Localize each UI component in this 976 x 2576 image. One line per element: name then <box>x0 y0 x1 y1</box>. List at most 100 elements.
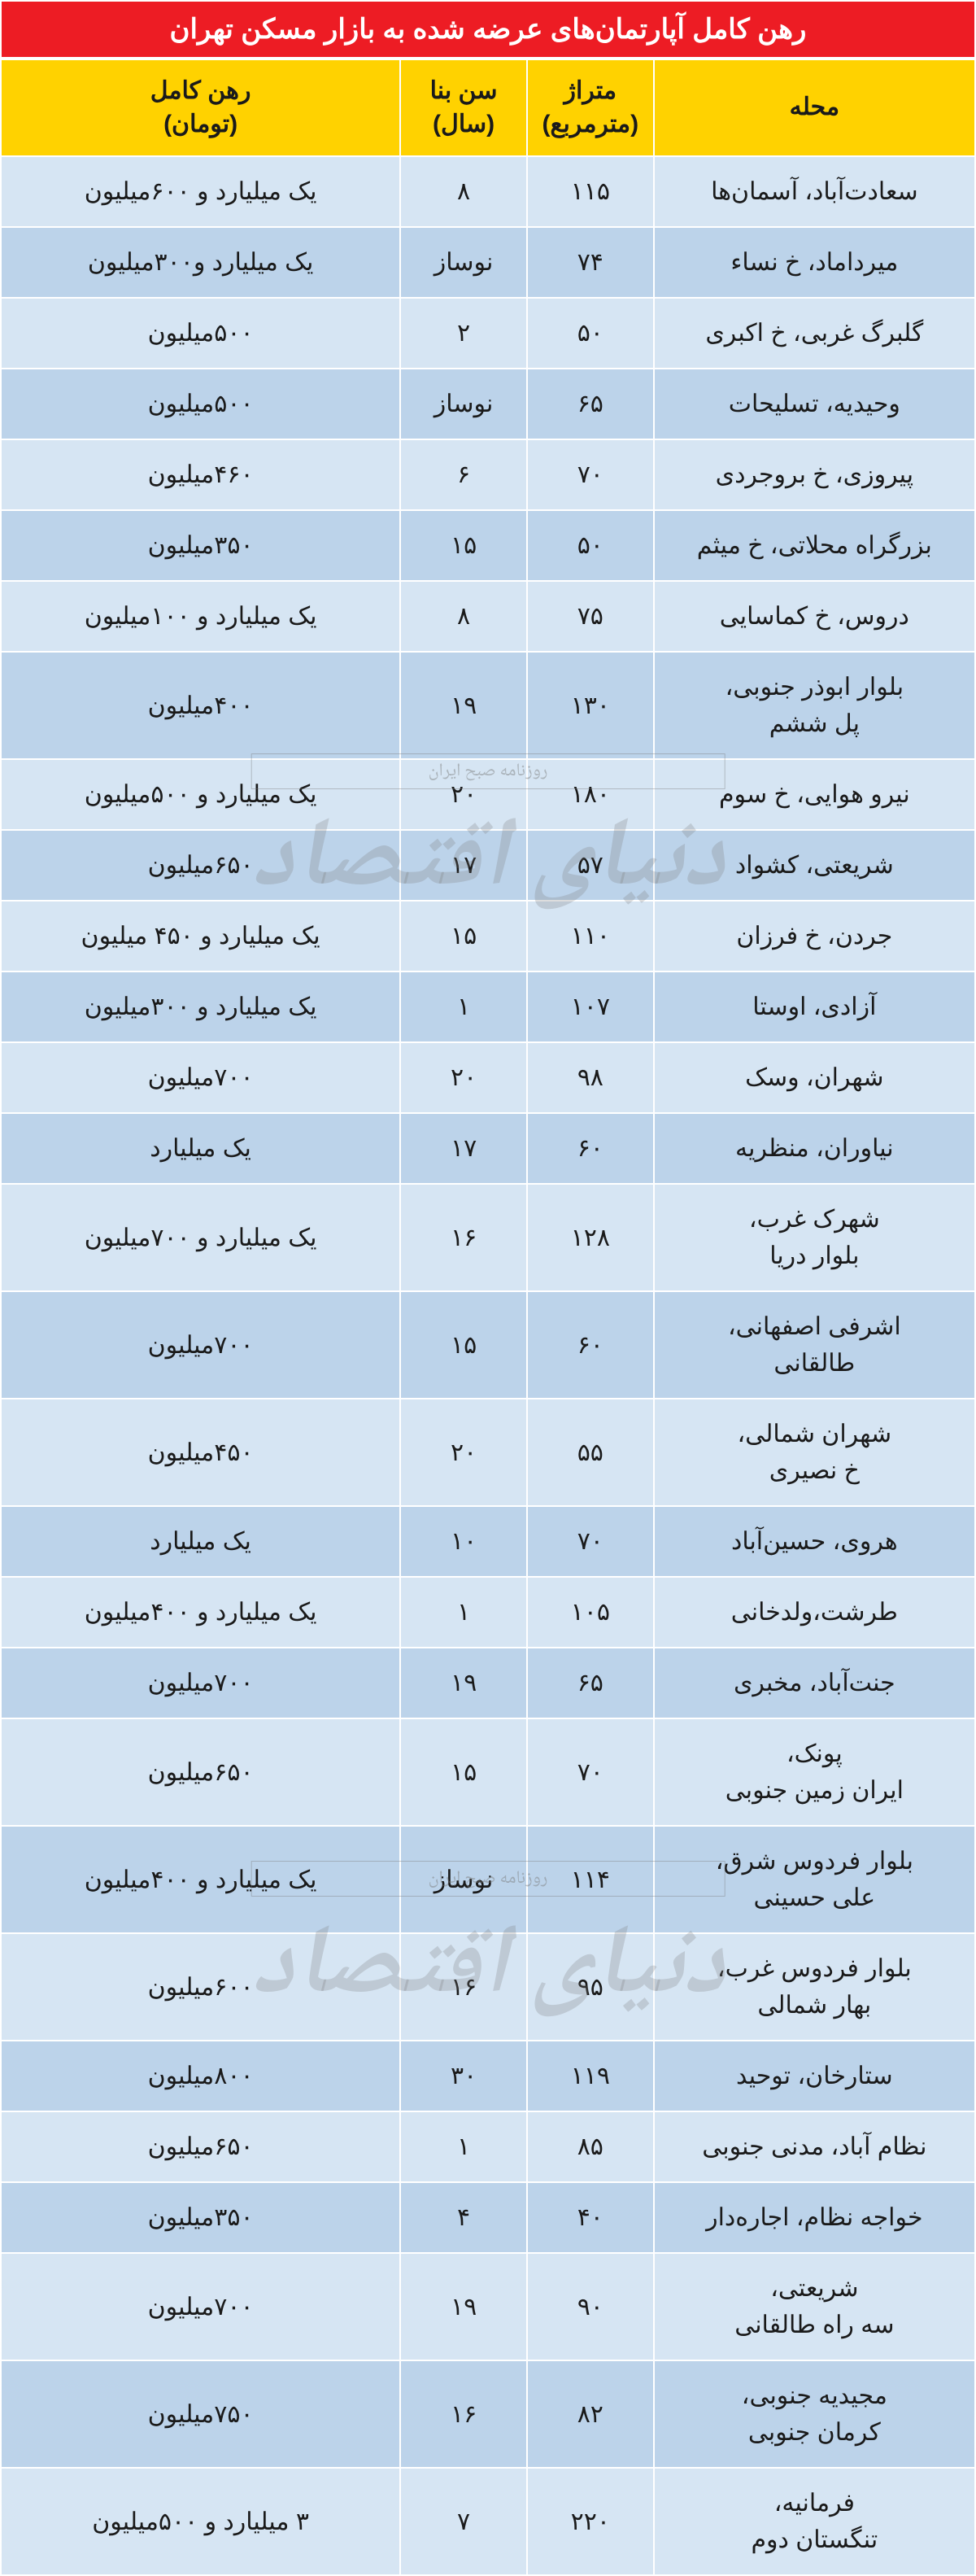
cell-area: ۷۵ <box>527 581 654 652</box>
cell-deposit: ۸۰۰میلیون <box>1 2041 400 2111</box>
cell-area: ۱۱۵ <box>527 156 654 227</box>
cell-age: نوساز <box>400 1826 527 1933</box>
cell-area: ۱۱۹ <box>527 2041 654 2111</box>
cell-age: ۱۹ <box>400 2253 527 2360</box>
table-row: بلوار فردوس شرق،علی حسینی۱۱۴نوسازیک میلی… <box>1 1826 975 1933</box>
cell-area: ۷۰ <box>527 1506 654 1577</box>
table-row: اشرفی اصفهانی،طالقانی۶۰۱۵۷۰۰میلیون <box>1 1291 975 1399</box>
cell-area: ۶۰ <box>527 1113 654 1184</box>
cell-area: ۶۵ <box>527 1648 654 1718</box>
cell-area: ۵۰ <box>527 298 654 369</box>
cell-deposit: ۷۰۰میلیون <box>1 1291 400 1399</box>
cell-deposit: یک میلیارد و ۴۵۰ میلیون <box>1 901 400 971</box>
cell-neighborhood: شهران، وسک <box>654 1042 975 1113</box>
cell-age: ۱ <box>400 971 527 1042</box>
cell-neighborhood: شهرک غرب،بلوار دریا <box>654 1184 975 1291</box>
table-row: وحیدیه، تسلیحات۶۵نوساز۵۰۰میلیون <box>1 369 975 439</box>
cell-deposit: ۳۵۰میلیون <box>1 2182 400 2253</box>
cell-neighborhood: طرشت،ولدخانی <box>654 1577 975 1648</box>
table-row: شهرک غرب،بلوار دریا۱۲۸۱۶یک میلیارد و ۷۰۰… <box>1 1184 975 1291</box>
cell-age: ۱۹ <box>400 1648 527 1718</box>
table-row: طرشت،ولدخانی۱۰۵۱یک میلیارد و ۴۰۰میلیون <box>1 1577 975 1648</box>
cell-deposit: یک میلیارد <box>1 1113 400 1184</box>
cell-age: ۱۶ <box>400 2360 527 2468</box>
cell-age: ۶ <box>400 439 527 510</box>
cell-area: ۷۰ <box>527 1718 654 1826</box>
col-deposit: رهن کامل(تومان) <box>1 59 400 156</box>
table-row: شریعتی، کشواد۵۷۱۷۶۵۰میلیون <box>1 830 975 901</box>
cell-deposit: ۳ میلیارد و ۵۰۰میلیون <box>1 2468 400 2575</box>
cell-deposit: یک میلیارد و ۴۰۰میلیون <box>1 1826 400 1933</box>
cell-deposit: ۵۰۰میلیون <box>1 298 400 369</box>
cell-area: ۱۱۰ <box>527 901 654 971</box>
cell-deposit: یک میلیارد و ۶۰۰میلیون <box>1 156 400 227</box>
table-title: رهن کامل آپارتمان‌های عرضه شده به بازار … <box>0 0 976 59</box>
table-row: شریعتی،سه راه طالقانی۹۰۱۹۷۰۰میلیون <box>1 2253 975 2360</box>
cell-area: ۱۰۷ <box>527 971 654 1042</box>
cell-deposit: ۳۵۰میلیون <box>1 510 400 581</box>
cell-area: ۹۸ <box>527 1042 654 1113</box>
cell-deposit: ۴۵۰میلیون <box>1 1399 400 1506</box>
cell-area: ۱۰۵ <box>527 1577 654 1648</box>
cell-neighborhood: نیاوران، منظریه <box>654 1113 975 1184</box>
cell-age: ۲۰ <box>400 1042 527 1113</box>
cell-age: ۱۹ <box>400 652 527 759</box>
cell-deposit: ۵۰۰میلیون <box>1 369 400 439</box>
cell-neighborhood: بزرگراه محلاتی، خ میثم <box>654 510 975 581</box>
cell-age: ۱۵ <box>400 1291 527 1399</box>
cell-area: ۸۵ <box>527 2111 654 2182</box>
col-neighborhood: محله <box>654 59 975 156</box>
cell-age: ۱۶ <box>400 1933 527 2041</box>
cell-area: ۱۸۰ <box>527 759 654 830</box>
cell-deposit: یک میلیارد و ۱۰۰میلیون <box>1 581 400 652</box>
col-area: متراژ(مترمربع) <box>527 59 654 156</box>
cell-deposit: ۶۵۰میلیون <box>1 830 400 901</box>
cell-area: ۱۱۴ <box>527 1826 654 1933</box>
cell-age: ۳۰ <box>400 2041 527 2111</box>
cell-age: ۱۵ <box>400 1718 527 1826</box>
table-row: گلبرگ غربی، خ اکبری۵۰۲۵۰۰میلیون <box>1 298 975 369</box>
cell-deposit: ۶۵۰میلیون <box>1 2111 400 2182</box>
cell-deposit: یک میلیارد و ۴۰۰میلیون <box>1 1577 400 1648</box>
cell-age: ۱۵ <box>400 901 527 971</box>
cell-neighborhood: شریعتی، کشواد <box>654 830 975 901</box>
cell-age: ۴ <box>400 2182 527 2253</box>
cell-area: ۶۵ <box>527 369 654 439</box>
cell-neighborhood: ستارخان، توحید <box>654 2041 975 2111</box>
cell-deposit: یک میلیارد و ۳۰۰میلیون <box>1 971 400 1042</box>
table-row: بلوار فردوس غرب،بهار شمالی۹۵۱۶۶۰۰میلیون <box>1 1933 975 2041</box>
cell-age: ۷ <box>400 2468 527 2575</box>
cell-age: ۱۵ <box>400 510 527 581</box>
table-row: نیاوران، منظریه۶۰۱۷یک میلیارد <box>1 1113 975 1184</box>
cell-area: ۵۷ <box>527 830 654 901</box>
cell-area: ۷۰ <box>527 439 654 510</box>
cell-area: ۵۵ <box>527 1399 654 1506</box>
cell-age: ۱۷ <box>400 830 527 901</box>
cell-neighborhood: پونک،ایران زمین جنوبی <box>654 1718 975 1826</box>
cell-area: ۹۵ <box>527 1933 654 2041</box>
cell-neighborhood: پیروزی، خ بروجردی <box>654 439 975 510</box>
cell-neighborhood: بلوار ابوذر جنوبی،پل ششم <box>654 652 975 759</box>
cell-deposit: یک میلیارد و۳۰۰میلیون <box>1 227 400 298</box>
cell-neighborhood: گلبرگ غربی، خ اکبری <box>654 298 975 369</box>
table-row: فرمانیه،تنگستان دوم۲۲۰۷۳ میلیارد و ۵۰۰می… <box>1 2468 975 2575</box>
cell-area: ۵۰ <box>527 510 654 581</box>
table-row: نظام آباد، مدنی جنوبی۸۵۱۶۵۰میلیون <box>1 2111 975 2182</box>
cell-age: نوساز <box>400 227 527 298</box>
table-row: نیرو هوایی، خ سوم۱۸۰۲۰یک میلیارد و ۵۰۰می… <box>1 759 975 830</box>
cell-age: ۸ <box>400 581 527 652</box>
cell-area: ۹۰ <box>527 2253 654 2360</box>
cell-area: ۸۲ <box>527 2360 654 2468</box>
cell-neighborhood: مجیدیه جنوبی،کرمان جنوبی <box>654 2360 975 2468</box>
table-row: هروی، حسین‌آباد۷۰۱۰یک میلیارد <box>1 1506 975 1577</box>
table-row: پیروزی، خ بروجردی۷۰۶۴۶۰میلیون <box>1 439 975 510</box>
cell-area: ۶۰ <box>527 1291 654 1399</box>
cell-neighborhood: دروس، خ کماسایی <box>654 581 975 652</box>
cell-deposit: ۴۰۰میلیون <box>1 652 400 759</box>
cell-neighborhood: بلوار فردوس غرب،بهار شمالی <box>654 1933 975 2041</box>
cell-area: ۱۲۸ <box>527 1184 654 1291</box>
cell-deposit: ۷۵۰میلیون <box>1 2360 400 2468</box>
cell-neighborhood: جردن، خ فرزان <box>654 901 975 971</box>
cell-deposit: ۴۶۰میلیون <box>1 439 400 510</box>
table-row: ستارخان، توحید۱۱۹۳۰۸۰۰میلیون <box>1 2041 975 2111</box>
